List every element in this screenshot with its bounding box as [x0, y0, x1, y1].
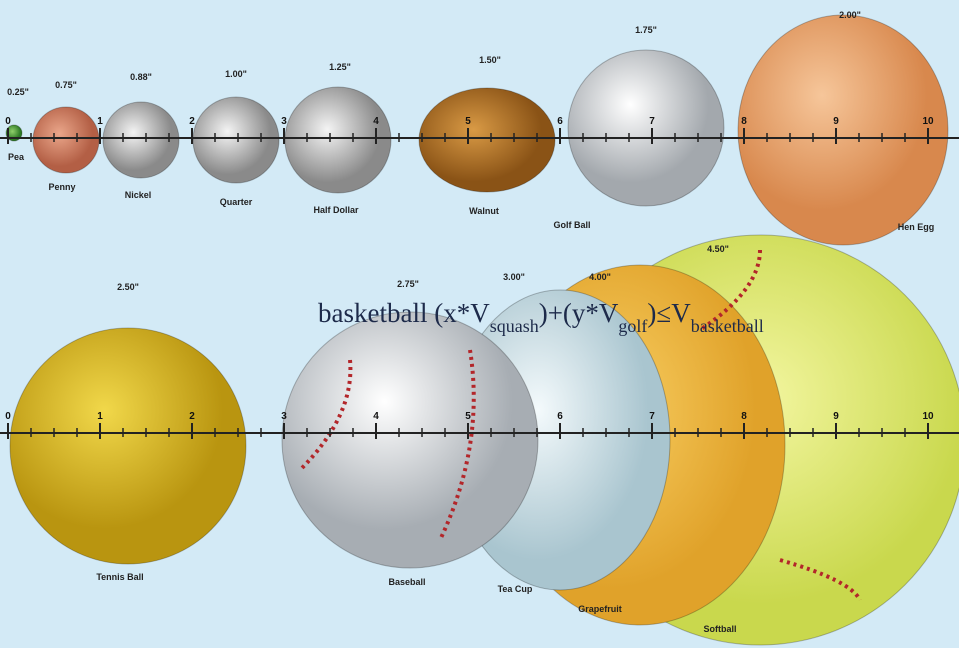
- size-label: 1.50": [479, 55, 501, 65]
- object-shape: [9, 327, 247, 565]
- size-label: 1.00": [225, 69, 247, 79]
- object-shape: [32, 106, 100, 174]
- object-name: Pea: [8, 152, 25, 162]
- size-label: 0.75": [55, 80, 77, 90]
- object-name: Quarter: [220, 197, 253, 207]
- ruler-number: 8: [741, 116, 747, 127]
- ruler-number: 1: [97, 411, 103, 422]
- object-name: Tennis Ball: [96, 572, 143, 582]
- object-name: Golf Ball: [553, 220, 590, 230]
- ruler-number: 7: [649, 411, 655, 422]
- object-shape: [192, 96, 280, 184]
- ruler-number: 9: [833, 411, 839, 422]
- ruler-number: 2: [189, 116, 195, 127]
- ruler-number: 3: [281, 411, 287, 422]
- object-name: Softball: [704, 624, 737, 634]
- formula-text: basketball (x*V: [318, 298, 490, 328]
- size-label: 4.50": [707, 244, 729, 254]
- objects: [5, 14, 959, 646]
- ruler-number: 0: [5, 116, 11, 127]
- object-name: Walnut: [469, 206, 499, 216]
- ruler-number: 7: [649, 116, 655, 127]
- ruler-number: 4: [373, 411, 379, 422]
- size-label: 3.00": [503, 272, 525, 282]
- formula-subscript: golf: [618, 316, 647, 336]
- rulers: 0 1 2 3 4 5 6 7 8 9 10 0 1 2 3 4 5 6 7 8 9 10: [0, 116, 959, 439]
- ruler-number: 9: [833, 116, 839, 127]
- object-name: Penny: [48, 182, 75, 192]
- ruler-number: 3: [281, 116, 287, 127]
- ruler-number: 5: [465, 116, 471, 127]
- size-label: 2.50": [117, 282, 139, 292]
- ruler-number: 5: [465, 411, 471, 422]
- size-label: 1.75": [635, 25, 657, 35]
- labels: 0.25" Pea 0.75" Penny 0.88" Nickel 1.00" Quarte…: [7, 10, 934, 634]
- size-label: 0.25": [7, 87, 29, 97]
- ruler-number: 2: [189, 411, 195, 422]
- object-name: Grapefruit: [578, 604, 622, 614]
- seam: [298, 359, 353, 472]
- seam: [698, 249, 762, 332]
- formula-subscript: basketball: [691, 316, 764, 336]
- ruler-number: 0: [5, 411, 11, 422]
- object-name: Tea Cup: [498, 584, 533, 594]
- ruler-number: 10: [922, 411, 934, 422]
- size-label: 2.00": [839, 10, 861, 20]
- size-label: 0.88": [130, 72, 152, 82]
- object-name: Half Dollar: [313, 205, 359, 215]
- ruler-number: 6: [557, 116, 563, 127]
- ruler-number: 10: [922, 116, 934, 127]
- ruler-number: 8: [741, 411, 747, 422]
- object-shape: [737, 14, 949, 246]
- size-label: 1.25": [329, 62, 351, 72]
- object-shape: [281, 311, 539, 569]
- size-label: 2.75": [397, 279, 419, 289]
- object-name: Nickel: [125, 190, 152, 200]
- ruler-number: 1: [97, 116, 103, 127]
- object-name: Hen Egg: [898, 222, 935, 232]
- size-label: 4.00": [589, 272, 611, 282]
- object-name: Baseball: [388, 577, 425, 587]
- formula-subscript: squash: [490, 316, 539, 336]
- formula-text: )≤V: [647, 298, 691, 328]
- ruler-number: 6: [557, 411, 563, 422]
- formula: basketball (x*Vsquash)+(y*Vgolf)≤Vbasket…: [318, 298, 764, 336]
- object-shape: [567, 49, 725, 207]
- seam: [779, 558, 862, 602]
- object-shape: [418, 87, 556, 193]
- ruler-number: 4: [373, 116, 379, 127]
- formula-text: )+(y*V: [539, 298, 619, 328]
- seam: [438, 349, 476, 541]
- object-shape: [102, 101, 180, 179]
